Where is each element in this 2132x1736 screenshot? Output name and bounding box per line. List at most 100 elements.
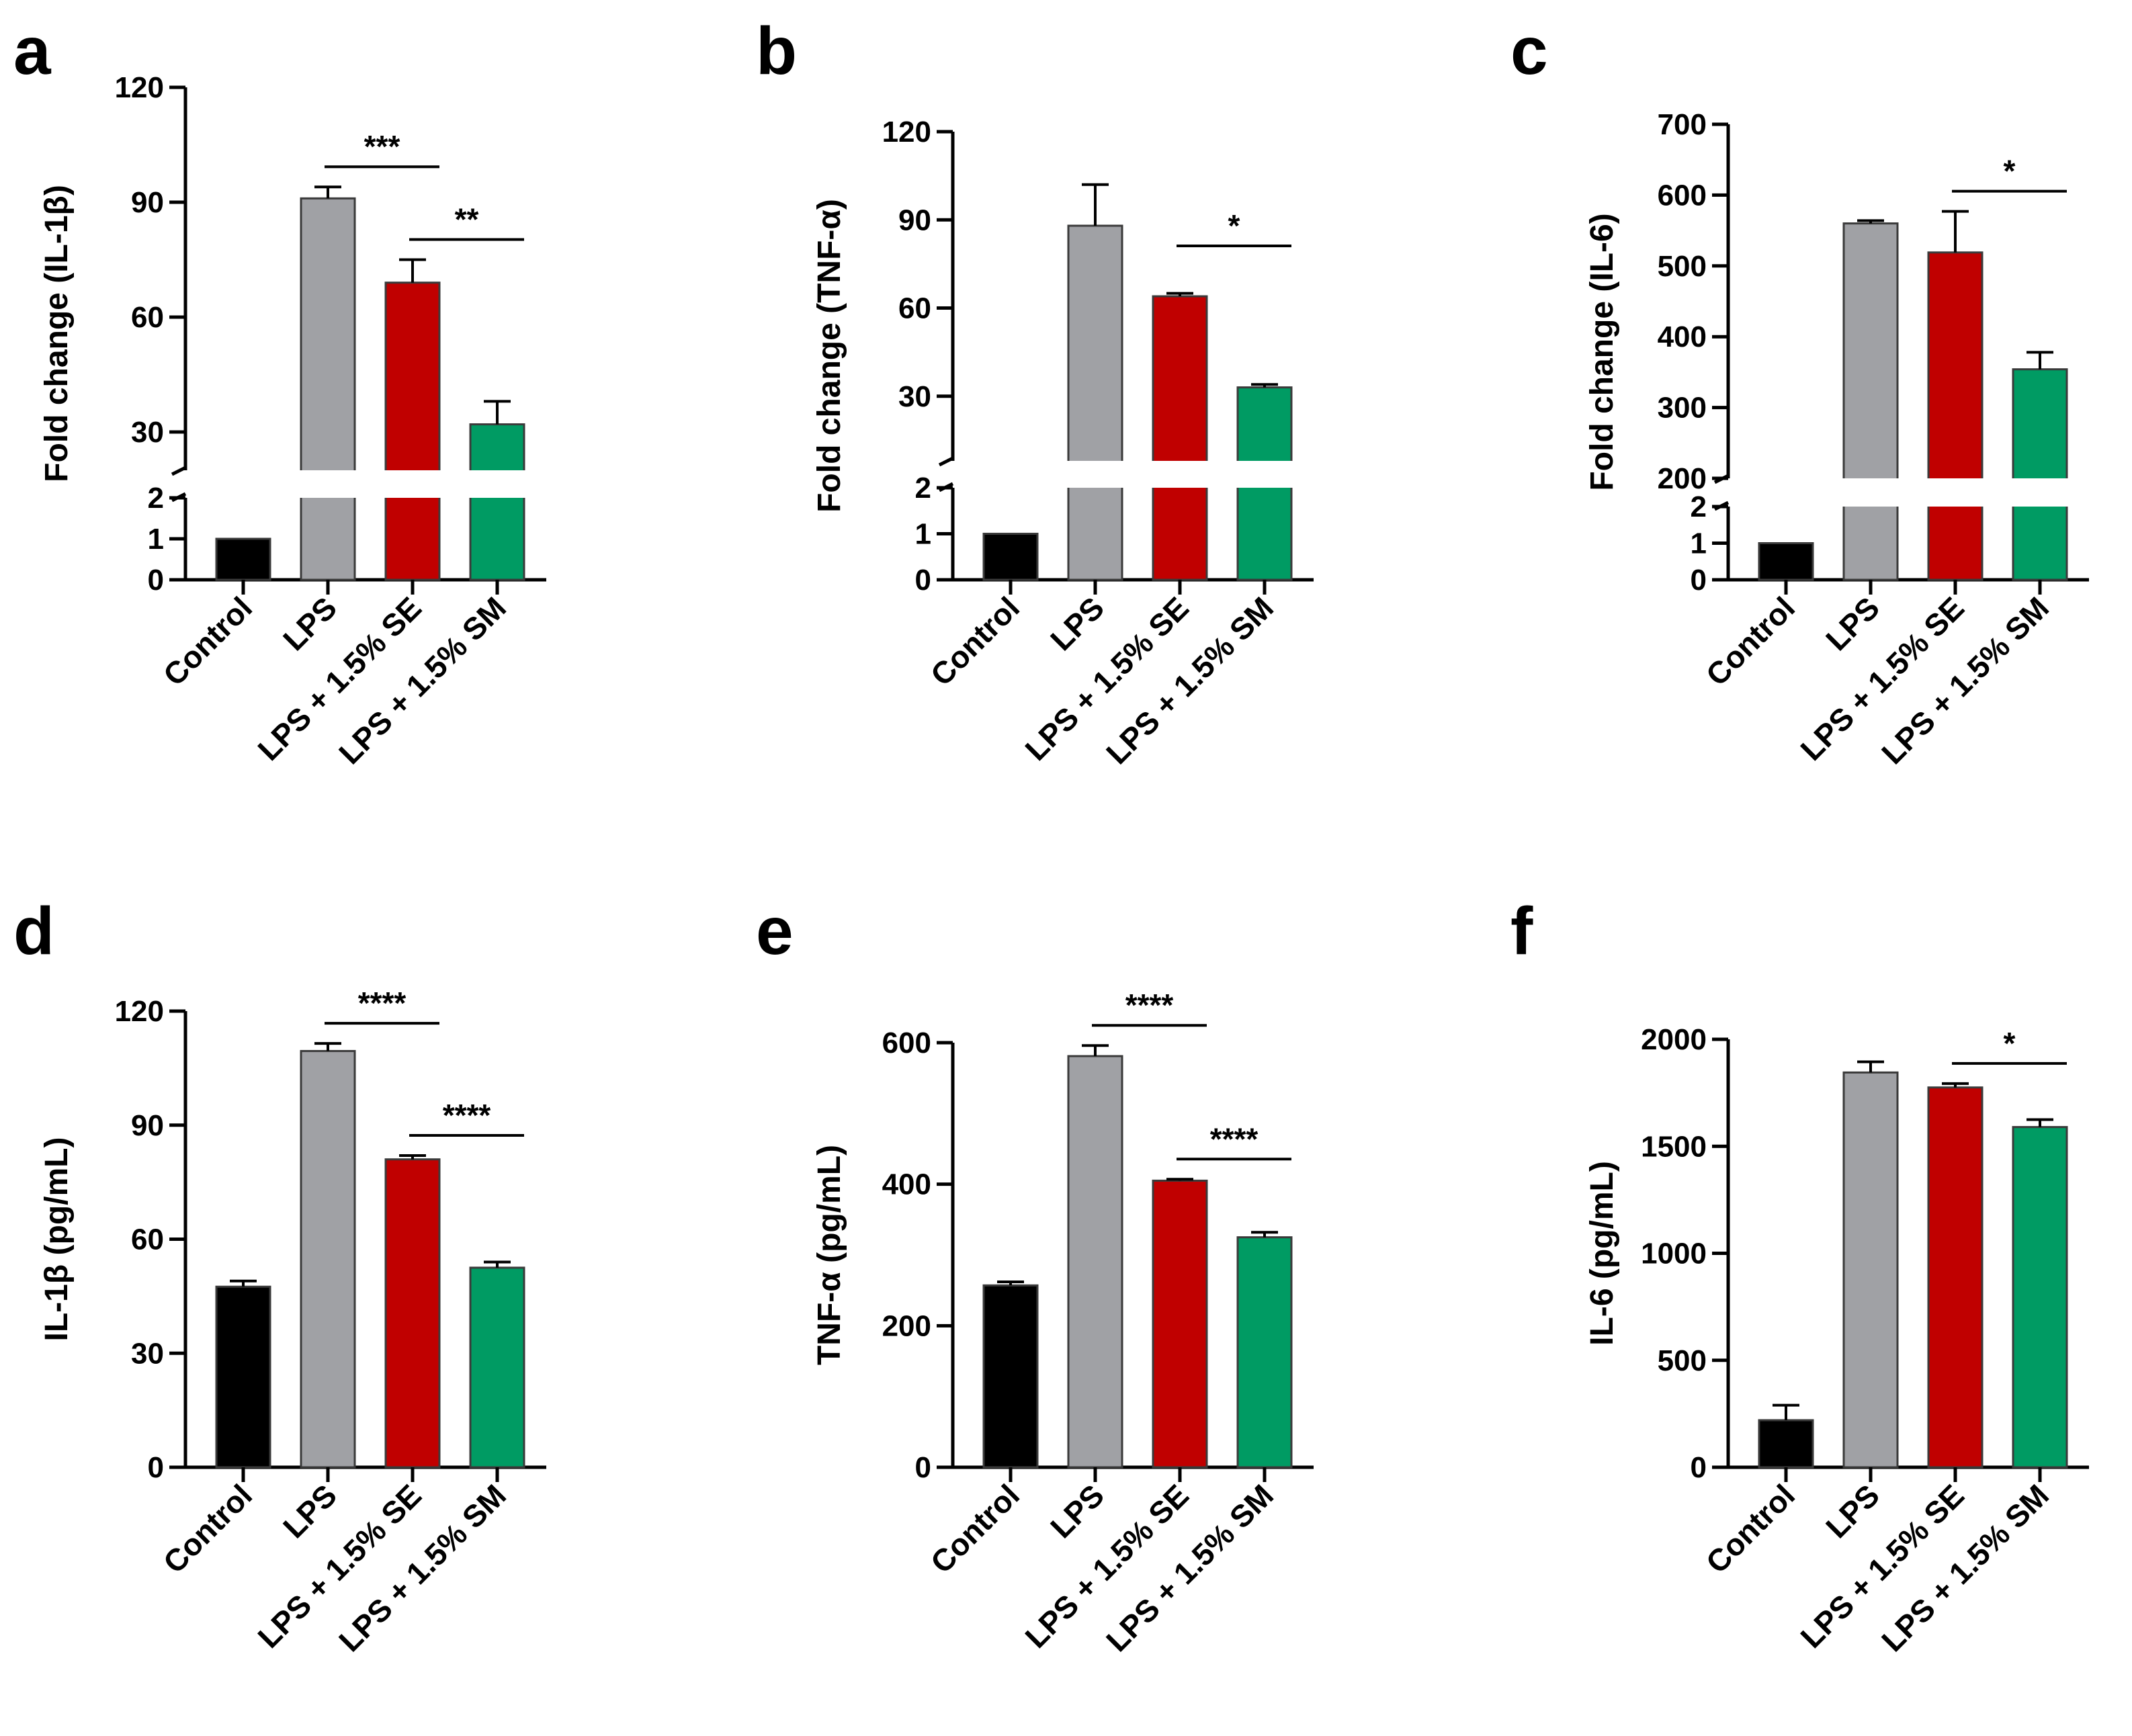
y-tick-label: 0 bbox=[1691, 564, 1707, 597]
y-tick-label: 1 bbox=[148, 523, 164, 556]
y-tick-label: 90 bbox=[898, 204, 931, 236]
y-tick-label: 90 bbox=[131, 1109, 164, 1142]
category-label: LPS bbox=[276, 1477, 343, 1545]
axis-break-gap bbox=[298, 470, 357, 498]
significance-label: *** bbox=[364, 129, 400, 164]
y-tick-label: 60 bbox=[898, 292, 931, 325]
y-axis-label: Fold change (IL-1β) bbox=[39, 185, 75, 482]
category-label: Control bbox=[924, 590, 1026, 692]
significance-label: * bbox=[2004, 154, 2016, 189]
panel-letter: a bbox=[13, 13, 52, 89]
y-tick-label: 120 bbox=[115, 71, 164, 104]
y-axis-label: Fold change (IL-6) bbox=[1584, 213, 1620, 490]
bar bbox=[384, 281, 441, 581]
category-label: LPS bbox=[276, 590, 343, 657]
significance-label: **** bbox=[358, 986, 407, 1021]
bar bbox=[300, 1049, 356, 1469]
y-tick-label: 30 bbox=[898, 380, 931, 413]
y-tick-label: 0 bbox=[1691, 1451, 1707, 1484]
bar bbox=[982, 533, 1039, 581]
axis-break-gap bbox=[468, 470, 527, 498]
panel-letter: c bbox=[1510, 13, 1548, 89]
y-tick-label: 0 bbox=[915, 564, 931, 597]
y-tick-label: 60 bbox=[131, 301, 164, 334]
axis-break-gap bbox=[1841, 478, 1900, 507]
category-label: LPS bbox=[1043, 1477, 1111, 1545]
bar bbox=[1927, 1086, 1984, 1469]
category-label: LPS bbox=[1819, 590, 1886, 657]
category-label: LPS bbox=[1819, 1477, 1886, 1545]
chart-panel-a: a 0 1 2 30 60 90 120 Fold change (IL-1β) Control L… bbox=[13, 13, 546, 771]
y-tick-label: 2 bbox=[1691, 490, 1707, 523]
category-label: Control bbox=[1699, 1477, 1801, 1579]
panel-letter: f bbox=[1510, 894, 1533, 969]
y-tick-label: 0 bbox=[915, 1451, 931, 1484]
bar bbox=[469, 1266, 525, 1469]
significance-label: **** bbox=[1210, 1121, 1259, 1156]
axis-break-mark bbox=[171, 466, 187, 476]
y-tick-label: 0 bbox=[148, 564, 164, 597]
bar bbox=[982, 1284, 1039, 1469]
bar bbox=[1758, 542, 1814, 581]
y-tick-label: 1 bbox=[915, 518, 931, 551]
axis-break-gap bbox=[1926, 478, 1985, 507]
y-tick-label: 200 bbox=[1658, 462, 1707, 495]
category-label: Control bbox=[924, 1477, 1026, 1579]
bar bbox=[2012, 368, 2068, 581]
bar bbox=[215, 537, 271, 581]
bar bbox=[1152, 1179, 1208, 1469]
axis-break-mark bbox=[938, 456, 954, 467]
y-tick-label: 500 bbox=[1658, 250, 1707, 283]
panel-letter: b bbox=[756, 13, 797, 89]
bar bbox=[1842, 1071, 1899, 1469]
y-tick-label: 2 bbox=[148, 482, 164, 515]
y-tick-label: 700 bbox=[1658, 108, 1707, 141]
bar bbox=[384, 1158, 441, 1469]
y-axis-label: IL-1β (pg/mL) bbox=[39, 1137, 75, 1342]
significance-label: **** bbox=[443, 1098, 491, 1133]
bar bbox=[2012, 1126, 2068, 1469]
y-tick-label: 120 bbox=[882, 116, 931, 148]
significance-label: **** bbox=[1125, 988, 1174, 1023]
y-axis-label: IL-6 (pg/mL) bbox=[1584, 1161, 1620, 1346]
y-tick-label: 2 bbox=[915, 472, 931, 505]
bar bbox=[1067, 224, 1123, 581]
y-tick-label: 400 bbox=[1658, 320, 1707, 353]
bar bbox=[1152, 295, 1208, 581]
category-label: Control bbox=[157, 590, 259, 692]
y-tick-label: 1000 bbox=[1641, 1238, 1707, 1270]
y-axis-label: TNF-α (pg/mL) bbox=[812, 1145, 847, 1365]
y-tick-label: 600 bbox=[1658, 179, 1707, 212]
significance-label: * bbox=[2004, 1026, 2016, 1061]
y-tick-label: 200 bbox=[882, 1309, 931, 1342]
y-axis-label: Fold change (TNF-α) bbox=[812, 199, 847, 513]
bar bbox=[1236, 1236, 1293, 1469]
y-tick-label: 300 bbox=[1658, 392, 1707, 425]
y-tick-label: 30 bbox=[131, 416, 164, 449]
axis-break-gap bbox=[1066, 461, 1125, 488]
bar bbox=[1758, 1419, 1814, 1469]
axis-break-gap bbox=[1235, 461, 1294, 488]
y-tick-label: 0 bbox=[148, 1451, 164, 1484]
axis-break-gap bbox=[383, 470, 442, 498]
bar bbox=[1842, 222, 1899, 581]
y-tick-label: 1500 bbox=[1641, 1130, 1707, 1163]
bar bbox=[300, 197, 356, 581]
axis-break-gap bbox=[1150, 461, 1209, 488]
y-tick-label: 2000 bbox=[1641, 1023, 1707, 1056]
category-label: Control bbox=[157, 1477, 259, 1579]
chart-panel-b: b 0 1 2 30 60 90 120 Fold change (TNF-α) Control L… bbox=[756, 13, 1314, 771]
category-label: Control bbox=[1699, 590, 1801, 692]
y-tick-label: 600 bbox=[882, 1027, 931, 1059]
panel-letter: d bbox=[13, 894, 54, 969]
y-tick-label: 500 bbox=[1658, 1344, 1707, 1377]
category-label: LPS bbox=[1043, 590, 1111, 657]
bar bbox=[1927, 251, 1984, 581]
axis-break-gap bbox=[2010, 478, 2070, 507]
y-tick-label: 120 bbox=[115, 995, 164, 1028]
